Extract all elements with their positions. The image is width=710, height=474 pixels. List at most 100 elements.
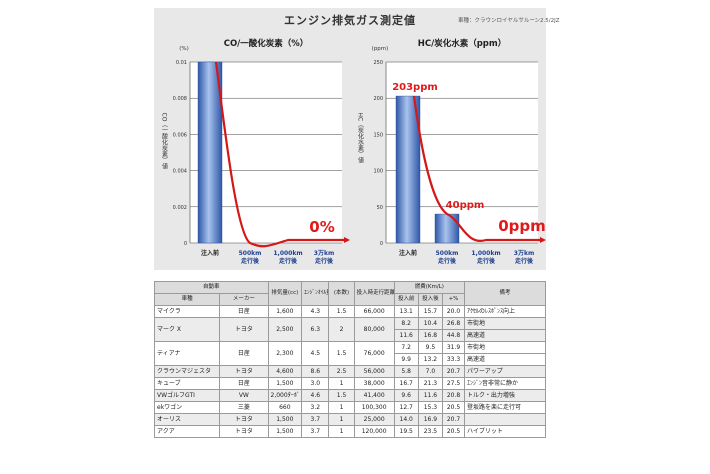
table-cell: 1 [328,413,355,426]
table-cell: 1 [328,401,355,414]
bar [197,61,223,244]
x-tick-label: 3万km [514,250,534,257]
table-cell: 1 [328,425,355,438]
header-distance: 投入時走行距離(Km) [353,281,395,306]
table-row: ekワゴン 三菱 660 3.2 1 100,300 12.7 15.3 20.5 登坂路を楽に走… [153,401,546,414]
table-cell: 11.6 [393,329,419,342]
table-cell: 市街地 [464,341,546,354]
y-tick-label: 100 [373,169,383,175]
bar [395,95,421,244]
table-cell: 25,000 [353,413,395,426]
table-cell: 日産 [219,341,269,366]
annotation-label: 40ppm [446,200,485,211]
data-table: 自動車 排気量(cc) ｴﾝｼﾞﾝｵｲﾙ量(ℓ) (本数) 投入時走行距離(Km… [153,281,546,438]
table-cell: 66,000 [353,305,395,318]
table-cell: アクア [153,425,221,438]
x-tick-label: 注入前 [201,249,219,257]
table-cell: 13.1 [393,305,419,318]
table-cell: 1.5 [328,341,355,366]
table-cell: トヨタ [219,425,269,438]
table-cell: マイクラ [153,305,221,318]
table-cell: 3.2 [301,401,330,414]
table-cell: 120,000 [353,425,395,438]
header-remarks: 備考 [464,281,546,306]
table-cell: 10.4 [417,317,443,330]
panel-note: 車種：クラウンロイヤルサルーン2.5/2JZ [458,18,560,24]
table-cell: 660 [267,401,303,414]
annotation-label: 0% [309,218,334,236]
x-tick-label: 走行後 [279,257,298,265]
table-cell: 2,000ﾀｰﾎﾞ [267,389,303,402]
line-arrowhead [540,237,546,243]
table-cell: 1.5 [328,389,355,402]
y-tick-label: 0 [380,241,383,247]
y-tick-label: 50 [377,205,383,211]
line-arrowhead [344,237,350,243]
table-cell: ekワゴン [153,401,221,414]
header-percent: +% [441,293,466,306]
header-displacement: 排気量(cc) [267,281,303,306]
table-cell: ｱｸｾﾙのﾚｽﾎﾟﾝｽ向上 [464,305,546,318]
table-cell: 16.8 [417,329,443,342]
unit-label: (ppm) [372,46,389,52]
table-cell: 26.8 [441,317,466,330]
table-cell: 41,400 [353,389,395,402]
table-row: マーク X トヨタ 2,500 6.3 2 80,000 8.2 10.4 26.8 市街地 [153,317,546,342]
table-cell: 33.3 [441,353,466,366]
table-cell: 1,600 [267,305,303,318]
annotation-label: 203ppm [392,82,438,93]
table-cell: オーリス [153,413,221,426]
table-cell: 38,000 [353,377,395,390]
table-cell: 4.5 [301,341,330,366]
table-body: マイクラ 日産 1,600 4.3 1.5 66,000 13.1 15.7 20.0 ｱｸｾﾙの… [153,305,546,438]
table-cell: 8.2 [393,317,419,330]
header-before: 投入前 [393,293,419,306]
table-cell: トヨタ [219,365,269,378]
table-cell: 日産 [219,305,269,318]
table-cell: 5.8 [393,365,419,378]
table-cell: 16.7 [393,377,419,390]
table-cell: 2,500 [267,317,303,342]
table-cell: 20.5 [441,425,466,438]
table-cell: マーク X [153,317,221,342]
table-cell: 21.3 [417,377,443,390]
x-tick-label: 3万km [314,250,334,257]
series-line [214,61,344,248]
table-cell: 登坂路を楽に走行可 [464,401,546,414]
table-cell: 20.5 [441,401,466,414]
table-cell: ハイブリット [464,425,546,438]
chart-title: CO/一酸化炭素（%） [224,38,309,49]
table-cell: 76,000 [353,341,395,366]
table-cell: 日産 [219,377,269,390]
x-tick-label: 走行後 [515,257,534,265]
table-cell: 15.3 [417,401,443,414]
y-tick-label: 150 [373,132,383,138]
y-axis-label: CO（一酸化炭素）値 [161,113,168,171]
table-cell: 7.0 [417,365,443,378]
table-cell: 9.6 [393,389,419,402]
table-cell: VWゴルフGTI [153,389,221,402]
series-line [412,95,540,242]
y-tick-label: 0.008 [173,96,187,102]
table-cell: 20.7 [441,365,466,378]
table-cell: 3.7 [301,413,330,426]
chart-title: HC/炭化水素（ppm） [418,38,506,49]
header-after: 投入後 [417,293,443,306]
table-cell: 11.6 [417,389,443,402]
table-cell: 1.5 [328,305,355,318]
table-cell: 4.3 [301,305,330,318]
table-cell: 1,500 [267,377,303,390]
table-cell: 3.0 [301,377,330,390]
header-count: (本数) [328,281,355,306]
table-row: マイクラ 日産 1,600 4.3 1.5 66,000 13.1 15.7 20.0 ｱｸｾﾙの… [153,305,546,318]
table-cell: 市街地 [464,317,546,330]
x-tick-label: 走行後 [477,257,496,265]
table-cell: 6.3 [301,317,330,342]
table-cell: 12.7 [393,401,419,414]
table-cell: 23.5 [417,425,443,438]
table-cell: 2 [328,317,355,342]
table-cell [464,413,546,426]
table-cell: ｴﾝｼﾞﾝ音非常に静か [464,377,546,390]
table-cell: 高速道 [464,329,546,342]
table-cell: 13.2 [417,353,443,366]
